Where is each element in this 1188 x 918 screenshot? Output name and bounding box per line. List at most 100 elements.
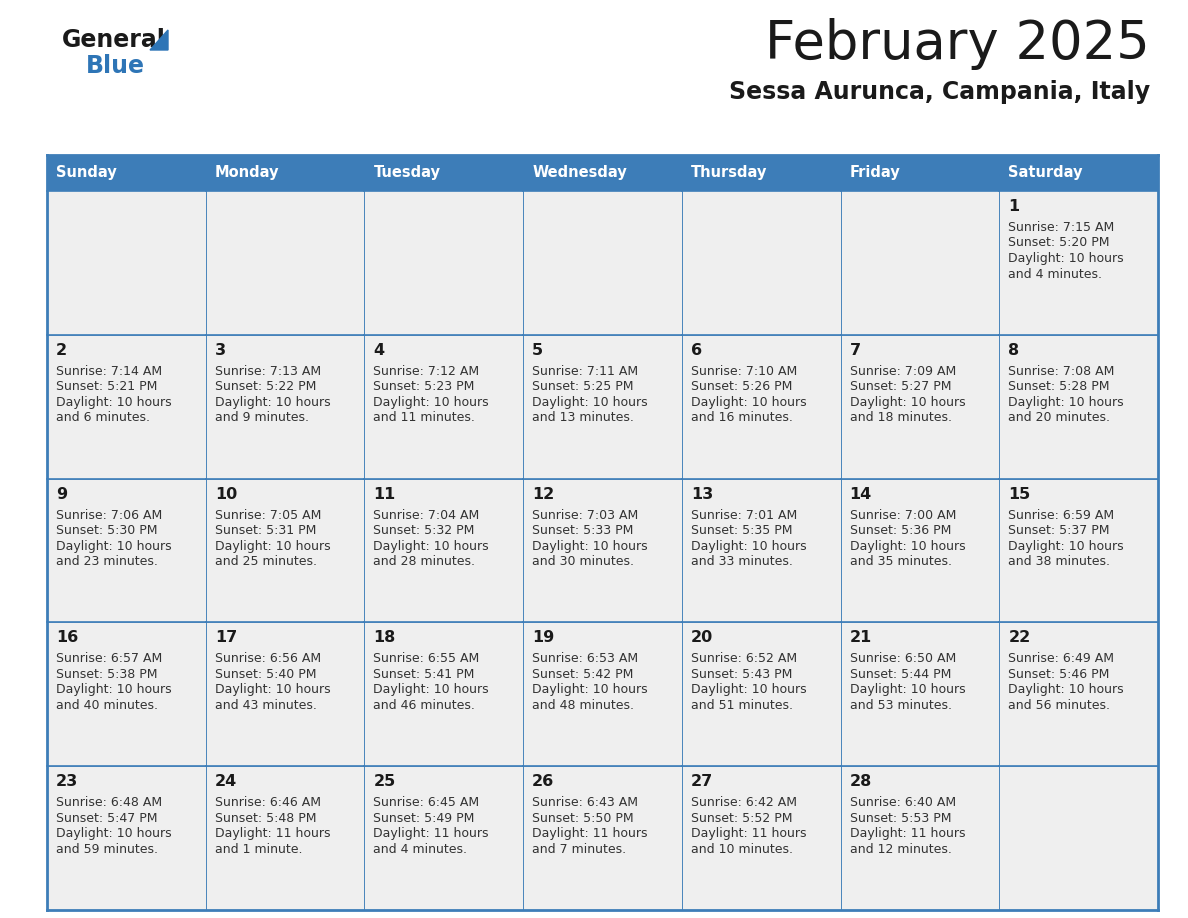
- Text: and 25 minutes.: and 25 minutes.: [215, 555, 317, 568]
- Text: Sunrise: 6:56 AM: Sunrise: 6:56 AM: [215, 653, 321, 666]
- Text: Daylight: 11 hours: Daylight: 11 hours: [373, 827, 489, 840]
- Text: Sunrise: 7:09 AM: Sunrise: 7:09 AM: [849, 364, 956, 378]
- Bar: [999, 767, 1158, 910]
- Text: and 12 minutes.: and 12 minutes.: [849, 843, 952, 856]
- Bar: [48, 155, 206, 191]
- Text: and 35 minutes.: and 35 minutes.: [849, 555, 952, 568]
- Text: Sunrise: 7:03 AM: Sunrise: 7:03 AM: [532, 509, 638, 521]
- Bar: [206, 155, 365, 191]
- Text: Daylight: 10 hours: Daylight: 10 hours: [691, 540, 807, 553]
- Bar: [841, 335, 999, 478]
- Text: Wednesday: Wednesday: [532, 165, 627, 181]
- Bar: [523, 191, 682, 335]
- Text: Daylight: 10 hours: Daylight: 10 hours: [1009, 683, 1124, 697]
- Text: 5: 5: [532, 342, 543, 358]
- Text: Sunrise: 7:14 AM: Sunrise: 7:14 AM: [56, 364, 162, 378]
- Text: Daylight: 10 hours: Daylight: 10 hours: [215, 396, 330, 409]
- Text: Daylight: 10 hours: Daylight: 10 hours: [691, 683, 807, 697]
- Text: Daylight: 10 hours: Daylight: 10 hours: [56, 540, 171, 553]
- Bar: [682, 767, 841, 910]
- Text: February 2025: February 2025: [765, 18, 1150, 70]
- Bar: [682, 478, 841, 622]
- Bar: [523, 622, 682, 767]
- Text: Daylight: 10 hours: Daylight: 10 hours: [1009, 540, 1124, 553]
- Text: 15: 15: [1009, 487, 1030, 501]
- Text: Sunrise: 6:45 AM: Sunrise: 6:45 AM: [373, 796, 480, 809]
- Bar: [365, 191, 523, 335]
- Text: Sunrise: 6:57 AM: Sunrise: 6:57 AM: [56, 653, 163, 666]
- Bar: [48, 191, 206, 335]
- Text: Sunrise: 7:10 AM: Sunrise: 7:10 AM: [691, 364, 797, 378]
- Bar: [841, 478, 999, 622]
- Text: Sunrise: 7:11 AM: Sunrise: 7:11 AM: [532, 364, 638, 378]
- Text: Sunrise: 6:46 AM: Sunrise: 6:46 AM: [215, 796, 321, 809]
- Bar: [999, 478, 1158, 622]
- Bar: [365, 767, 523, 910]
- Bar: [682, 622, 841, 767]
- Bar: [48, 335, 206, 478]
- Bar: [841, 155, 999, 191]
- Text: Sunrise: 6:52 AM: Sunrise: 6:52 AM: [691, 653, 797, 666]
- Text: Daylight: 10 hours: Daylight: 10 hours: [1009, 396, 1124, 409]
- Text: and 51 minutes.: and 51 minutes.: [691, 699, 792, 711]
- Text: and 7 minutes.: and 7 minutes.: [532, 843, 626, 856]
- Bar: [523, 155, 682, 191]
- Text: Sunset: 5:38 PM: Sunset: 5:38 PM: [56, 668, 158, 681]
- Bar: [48, 478, 206, 622]
- Text: Sunset: 5:40 PM: Sunset: 5:40 PM: [215, 668, 316, 681]
- Text: Sunset: 5:25 PM: Sunset: 5:25 PM: [532, 380, 633, 393]
- Text: Sunset: 5:22 PM: Sunset: 5:22 PM: [215, 380, 316, 393]
- Bar: [365, 478, 523, 622]
- Text: and 38 minutes.: and 38 minutes.: [1009, 555, 1111, 568]
- Text: and 43 minutes.: and 43 minutes.: [215, 699, 316, 711]
- Text: Daylight: 10 hours: Daylight: 10 hours: [1009, 252, 1124, 265]
- Text: 28: 28: [849, 774, 872, 789]
- Text: Sunset: 5:42 PM: Sunset: 5:42 PM: [532, 668, 633, 681]
- Bar: [206, 622, 365, 767]
- Text: Sunrise: 7:15 AM: Sunrise: 7:15 AM: [1009, 221, 1114, 234]
- Bar: [999, 191, 1158, 335]
- Bar: [206, 478, 365, 622]
- Text: General: General: [62, 28, 166, 52]
- Text: Sunrise: 7:04 AM: Sunrise: 7:04 AM: [373, 509, 480, 521]
- Text: and 33 minutes.: and 33 minutes.: [691, 555, 792, 568]
- Text: and 30 minutes.: and 30 minutes.: [532, 555, 634, 568]
- Text: and 16 minutes.: and 16 minutes.: [691, 411, 792, 424]
- Text: Sunset: 5:48 PM: Sunset: 5:48 PM: [215, 812, 316, 824]
- Text: 23: 23: [56, 774, 78, 789]
- Bar: [999, 155, 1158, 191]
- Text: Friday: Friday: [849, 165, 901, 181]
- Text: and 48 minutes.: and 48 minutes.: [532, 699, 634, 711]
- Text: Daylight: 10 hours: Daylight: 10 hours: [215, 683, 330, 697]
- Text: 2: 2: [56, 342, 68, 358]
- Text: Sunset: 5:33 PM: Sunset: 5:33 PM: [532, 524, 633, 537]
- Text: and 59 minutes.: and 59 minutes.: [56, 843, 158, 856]
- Text: Sunset: 5:23 PM: Sunset: 5:23 PM: [373, 380, 475, 393]
- Text: Sunset: 5:50 PM: Sunset: 5:50 PM: [532, 812, 633, 824]
- Text: Sunrise: 6:55 AM: Sunrise: 6:55 AM: [373, 653, 480, 666]
- Text: Sunset: 5:20 PM: Sunset: 5:20 PM: [1009, 237, 1110, 250]
- Text: Sunset: 5:21 PM: Sunset: 5:21 PM: [56, 380, 157, 393]
- Text: and 4 minutes.: and 4 minutes.: [373, 843, 467, 856]
- Text: Daylight: 10 hours: Daylight: 10 hours: [849, 540, 965, 553]
- Text: Daylight: 10 hours: Daylight: 10 hours: [373, 683, 489, 697]
- Text: 21: 21: [849, 631, 872, 645]
- Bar: [523, 478, 682, 622]
- Text: 22: 22: [1009, 631, 1030, 645]
- Text: Sunset: 5:43 PM: Sunset: 5:43 PM: [691, 668, 792, 681]
- Bar: [206, 335, 365, 478]
- Text: Sunrise: 7:05 AM: Sunrise: 7:05 AM: [215, 509, 321, 521]
- Text: Daylight: 10 hours: Daylight: 10 hours: [373, 540, 489, 553]
- Text: Sunrise: 6:50 AM: Sunrise: 6:50 AM: [849, 653, 956, 666]
- Text: 13: 13: [691, 487, 713, 501]
- Text: Daylight: 10 hours: Daylight: 10 hours: [849, 683, 965, 697]
- Text: Daylight: 10 hours: Daylight: 10 hours: [56, 396, 171, 409]
- Text: and 11 minutes.: and 11 minutes.: [373, 411, 475, 424]
- Text: Sunset: 5:35 PM: Sunset: 5:35 PM: [691, 524, 792, 537]
- Text: 18: 18: [373, 631, 396, 645]
- Text: 25: 25: [373, 774, 396, 789]
- Text: Daylight: 11 hours: Daylight: 11 hours: [532, 827, 647, 840]
- Bar: [682, 191, 841, 335]
- Text: Daylight: 10 hours: Daylight: 10 hours: [532, 540, 647, 553]
- Text: and 6 minutes.: and 6 minutes.: [56, 411, 150, 424]
